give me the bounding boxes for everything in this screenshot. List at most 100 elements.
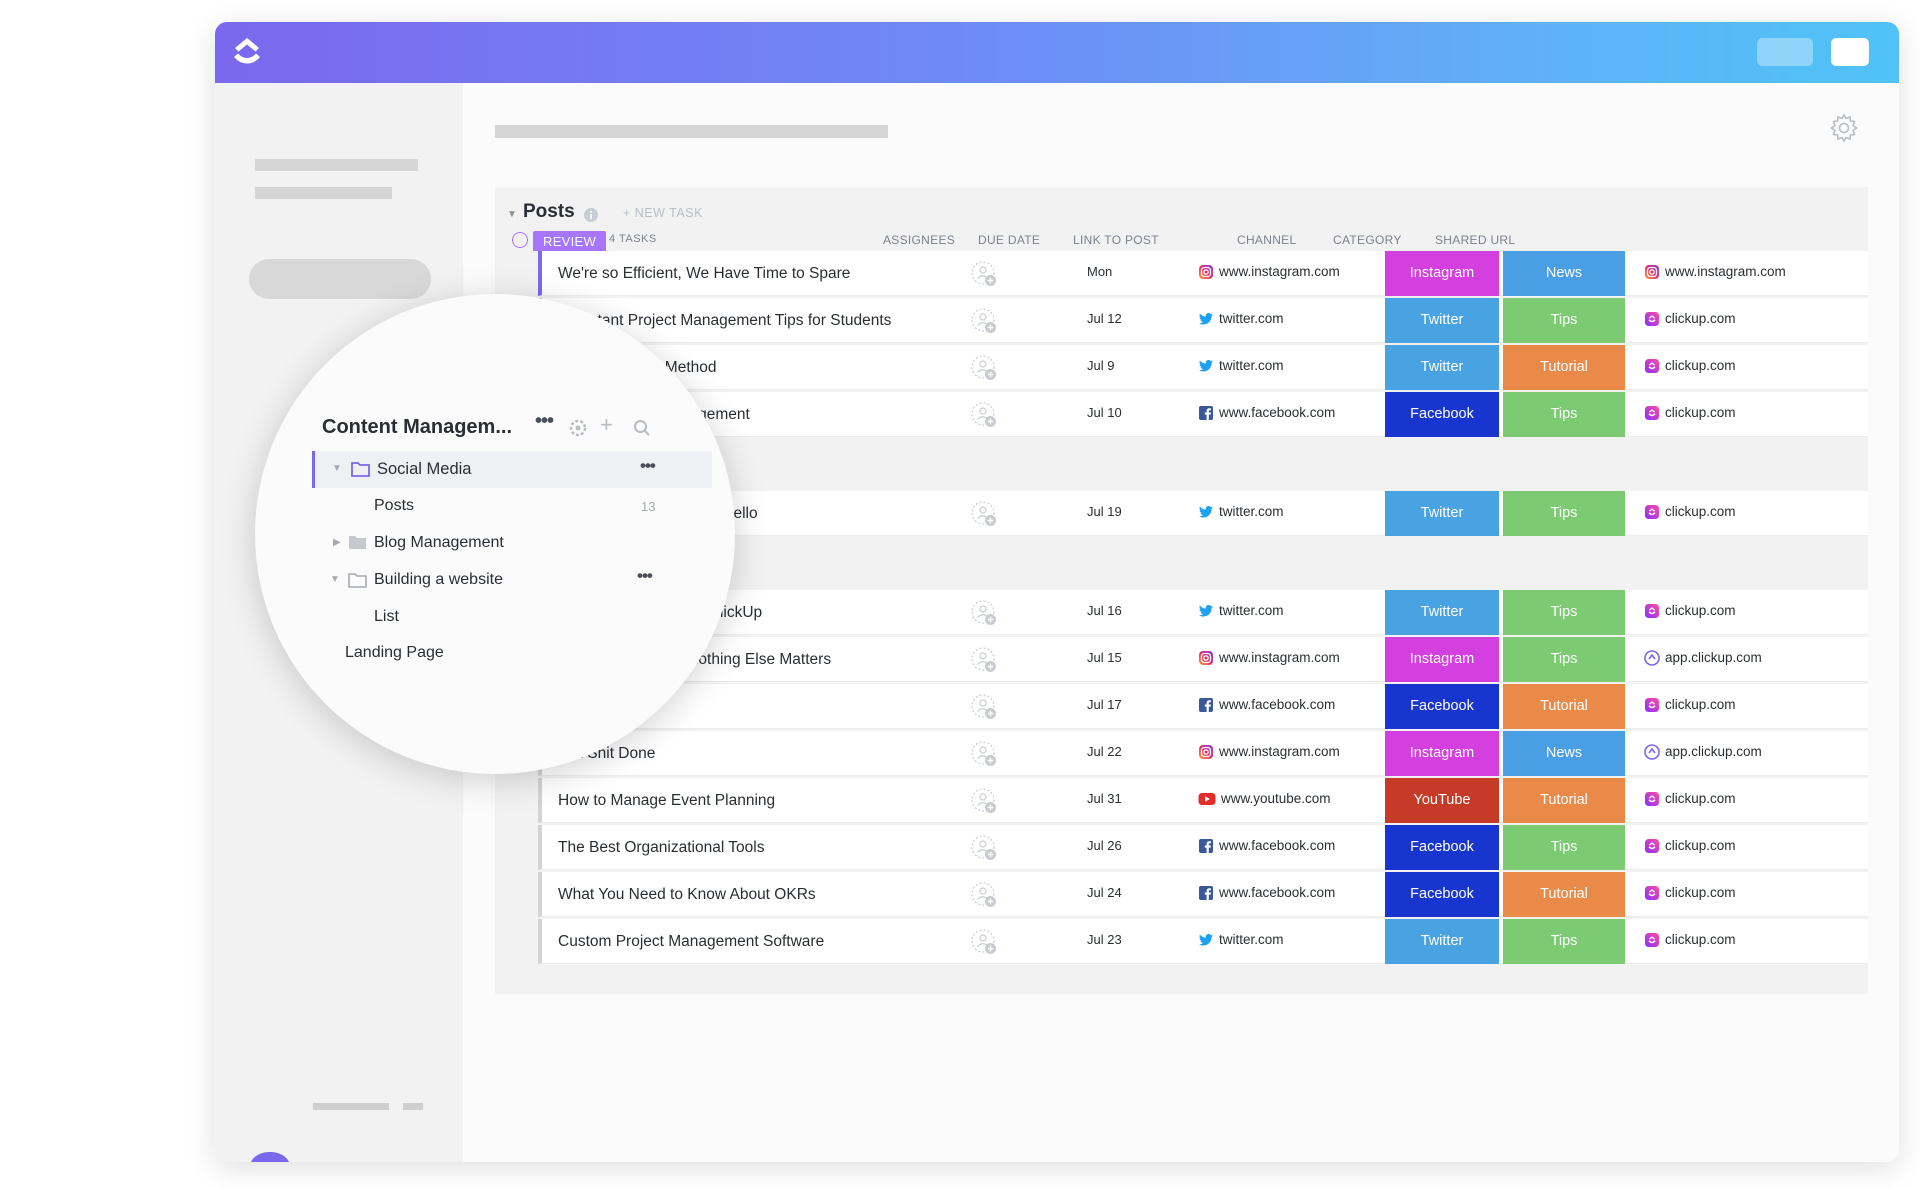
column-header-assignees[interactable]: ASSIGNEES: [883, 233, 956, 247]
add-assignee-icon[interactable]: [971, 600, 998, 627]
channel-tag[interactable]: Twitter: [1385, 345, 1499, 390]
add-assignee-icon[interactable]: [971, 835, 998, 862]
task-name[interactable]: Custom Project Management Software: [558, 933, 825, 950]
category-tag[interactable]: Tutorial: [1503, 872, 1625, 917]
more-options-icon[interactable]: •••: [535, 410, 554, 432]
sidebar-item-building-a-website[interactable]: Building a website: [374, 571, 503, 588]
shared-url[interactable]: clickup.com: [1644, 932, 1736, 948]
column-header-channel[interactable]: CHANNEL: [1237, 233, 1297, 247]
due-date[interactable]: Jul 24: [1087, 885, 1122, 900]
task-row[interactable]: How to Manage Event Planning Jul 31 www.yo…: [538, 778, 1868, 823]
due-date[interactable]: Jul 22: [1087, 744, 1122, 759]
status-toggle-icon[interactable]: [512, 232, 528, 248]
category-tag[interactable]: Tutorial: [1503, 778, 1625, 823]
task-row[interactable]: We're so Efficient, We Have Time to Spar…: [538, 251, 1868, 296]
more-options-icon[interactable]: •••: [637, 566, 653, 585]
category-tag[interactable]: Tutorial: [1503, 684, 1625, 729]
channel-tag[interactable]: Facebook: [1385, 684, 1499, 729]
link-to-post[interactable]: www.facebook.com: [1198, 405, 1335, 421]
link-to-post[interactable]: www.facebook.com: [1198, 838, 1335, 854]
channel-tag[interactable]: Instagram: [1385, 251, 1499, 296]
link-to-post[interactable]: twitter.com: [1198, 358, 1284, 374]
channel-tag[interactable]: Instagram: [1385, 637, 1499, 682]
channel-tag[interactable]: Facebook: [1385, 825, 1499, 870]
add-assignee-icon[interactable]: [971, 355, 998, 382]
add-assignee-icon[interactable]: [971, 929, 998, 956]
channel-tag[interactable]: Twitter: [1385, 491, 1499, 536]
shared-url[interactable]: clickup.com: [1644, 697, 1736, 713]
due-date[interactable]: Jul 10: [1087, 405, 1122, 420]
more-options-icon[interactable]: •••: [640, 456, 656, 475]
column-header-link[interactable]: LINK TO POST: [1073, 233, 1159, 247]
clickup-logo-icon[interactable]: [225, 30, 269, 74]
channel-tag[interactable]: Facebook: [1385, 872, 1499, 917]
workspace-title[interactable]: Content Managem...: [322, 416, 513, 438]
add-assignee-icon[interactable]: [971, 647, 998, 674]
top-bar-button-white[interactable]: [1831, 38, 1869, 66]
shared-url[interactable]: clickup.com: [1644, 791, 1736, 807]
caret-down-icon[interactable]: ▼: [332, 463, 342, 474]
task-name[interactable]: Important Project Management Tips for St…: [558, 312, 892, 329]
category-tag[interactable]: News: [1503, 251, 1625, 296]
due-date[interactable]: Jul 19: [1087, 504, 1122, 519]
shared-url[interactable]: www.instagram.com: [1644, 264, 1786, 280]
task-name[interactable]: The Best Organizational Tools: [558, 839, 765, 856]
link-to-post[interactable]: www.facebook.com: [1198, 885, 1335, 901]
shared-url[interactable]: clickup.com: [1644, 504, 1736, 520]
category-tag[interactable]: Tips: [1503, 491, 1625, 536]
due-date[interactable]: Mon: [1087, 264, 1113, 279]
link-to-post[interactable]: www.youtube.com: [1198, 791, 1331, 806]
link-to-post[interactable]: twitter.com: [1198, 504, 1284, 520]
task-row[interactable]: Creativity is When Nothing Else MattersJ…: [538, 637, 1868, 682]
add-assignee-icon[interactable]: [971, 501, 998, 528]
link-to-post[interactable]: twitter.com: [1198, 603, 1284, 619]
task-row[interactable]: Using the GTD MethodJul 9twitter.comTwit…: [538, 345, 1868, 390]
add-assignee-icon[interactable]: [971, 261, 998, 288]
add-assignee-icon[interactable]: [971, 308, 998, 335]
collapse-caret-icon[interactable]: ▼: [507, 209, 517, 220]
link-to-post[interactable]: www.facebook.com: [1198, 697, 1335, 713]
channel-tag[interactable]: Twitter: [1385, 298, 1499, 343]
task-row[interactable]: Important Project Management Tips for St…: [538, 298, 1868, 343]
category-tag[interactable]: Tips: [1503, 919, 1625, 964]
add-assignee-icon[interactable]: [971, 741, 998, 768]
category-tag[interactable]: Tips: [1503, 590, 1625, 635]
link-to-post[interactable]: twitter.com: [1198, 311, 1284, 327]
due-date[interactable]: Jul 9: [1087, 358, 1115, 373]
shared-url[interactable]: clickup.com: [1644, 405, 1736, 421]
category-tag[interactable]: Tutorial: [1503, 345, 1625, 390]
shared-url[interactable]: clickup.com: [1644, 603, 1736, 619]
add-assignee-icon[interactable]: [971, 882, 998, 909]
new-task-button[interactable]: + NEW TASK: [623, 206, 703, 220]
channel-tag[interactable]: Twitter: [1385, 590, 1499, 635]
shared-url[interactable]: clickup.com: [1644, 311, 1736, 327]
task-name[interactable]: What You Need to Know About OKRs: [558, 886, 816, 903]
category-tag[interactable]: Tips: [1503, 637, 1625, 682]
due-date[interactable]: Jul 26: [1087, 838, 1122, 853]
sidebar-item-posts[interactable]: Posts: [374, 497, 415, 514]
sidebar-item-social-media[interactable]: ▼ Social Media •••: [312, 451, 712, 488]
task-row[interactable]: Goal TrackingJul 17www.facebook.comFaceb…: [538, 684, 1868, 729]
link-to-post[interactable]: www.instagram.com: [1198, 650, 1340, 666]
chat-bubble-icon[interactable]: [248, 1150, 292, 1162]
column-header-category[interactable]: CATEGORY: [1333, 233, 1402, 247]
shared-url[interactable]: clickup.com: [1644, 885, 1736, 901]
search-icon[interactable]: [633, 419, 651, 437]
channel-tag[interactable]: Facebook: [1385, 392, 1499, 437]
due-date[interactable]: Jul 31: [1087, 791, 1122, 806]
column-header-shared-url[interactable]: SHARED URL: [1435, 233, 1516, 247]
category-tag[interactable]: Tips: [1503, 298, 1625, 343]
shared-url[interactable]: app.clickup.com: [1644, 650, 1762, 667]
task-row[interactable]: What You Need to Know About OKRs Jul 24 ww…: [538, 872, 1868, 917]
category-tag[interactable]: News: [1503, 731, 1625, 776]
top-bar-button-placeholder[interactable]: [1757, 38, 1813, 66]
shared-url[interactable]: app.clickup.com: [1644, 744, 1762, 761]
status-review-label[interactable]: REVIEW: [533, 231, 607, 251]
channel-tag[interactable]: YouTube: [1385, 778, 1499, 823]
due-date[interactable]: Jul 23: [1087, 932, 1122, 947]
caret-down-icon[interactable]: ▼: [330, 574, 340, 585]
add-assignee-icon[interactable]: [971, 788, 998, 815]
